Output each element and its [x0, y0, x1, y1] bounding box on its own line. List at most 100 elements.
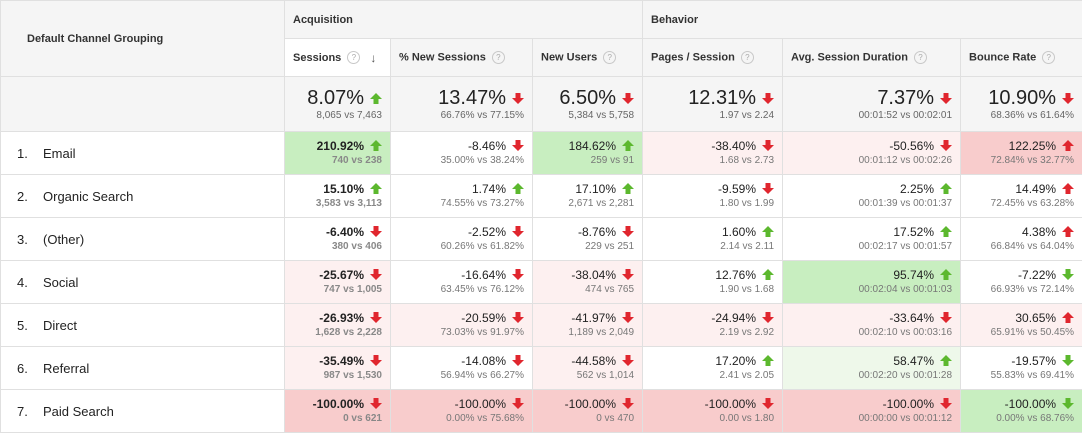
down-arrow-icon — [512, 140, 524, 155]
change-value: -20.59% — [461, 311, 506, 325]
channel-name[interactable]: Email — [43, 146, 76, 161]
total-comparison: 66.76% vs 77.15% — [391, 110, 524, 121]
change-value: -100.00% — [313, 397, 364, 411]
change-value: -16.64% — [461, 268, 506, 282]
total-change-value: 12.31% — [688, 87, 756, 109]
change-value: -7.22% — [1018, 268, 1056, 282]
up-arrow-icon — [512, 183, 524, 198]
channel-name[interactable]: Social — [43, 275, 78, 290]
column-header-new-users[interactable]: New Users? — [533, 39, 643, 77]
down-arrow-icon — [512, 87, 524, 109]
up-arrow-icon — [370, 140, 382, 155]
dimension-header[interactable]: Default Channel Grouping — [1, 1, 285, 77]
table-row: 7.Paid Search-100.00%0 vs 621-100.00%0.0… — [1, 390, 1082, 433]
column-header-label: % New Sessions — [399, 51, 486, 63]
channel-name[interactable]: Referral — [43, 361, 89, 376]
comparison-values: 00:02:17 vs 00:01:57 — [783, 241, 952, 253]
total-comparison: 00:01:52 vs 00:02:01 — [783, 110, 952, 121]
channel-cell[interactable]: 6.Referral — [1, 347, 285, 390]
comparison-values: 2.41 vs 2.05 — [643, 370, 774, 382]
column-header-new-sessions[interactable]: % New Sessions? — [391, 39, 533, 77]
row-index: 3. — [17, 232, 43, 247]
down-arrow-icon — [370, 398, 382, 413]
change-value: -2.52% — [468, 225, 506, 239]
comparison-values: 2,671 vs 2,281 — [533, 198, 634, 210]
channel-name[interactable]: Direct — [43, 318, 77, 333]
down-arrow-icon — [762, 87, 774, 109]
change-value: 210.92% — [317, 139, 364, 153]
channel-cell[interactable]: 3.(Other) — [1, 218, 285, 261]
up-arrow-icon — [940, 226, 952, 241]
row-index: 1. — [17, 146, 43, 161]
change-value: 14.49% — [1015, 182, 1056, 196]
up-arrow-icon — [622, 140, 634, 155]
change-value: -100.00% — [1005, 397, 1056, 411]
metric-cell: -35.49%987 vs 1,530 — [285, 347, 391, 390]
channel-name[interactable]: Paid Search — [43, 404, 114, 419]
change-value: -19.57% — [1011, 354, 1056, 368]
channel-cell[interactable]: 1.Email — [1, 132, 285, 175]
down-arrow-icon — [940, 87, 952, 109]
change-value: 12.76% — [715, 268, 756, 282]
help-icon[interactable]: ? — [914, 51, 927, 64]
column-header-pages-session[interactable]: Pages / Session? — [643, 39, 783, 77]
down-arrow-icon — [370, 269, 382, 284]
down-arrow-icon — [512, 226, 524, 241]
table-row: 6.Referral-35.49%987 vs 1,530-14.08%56.9… — [1, 347, 1082, 390]
change-value: -100.00% — [883, 397, 934, 411]
channel-cell[interactable]: 5.Direct — [1, 304, 285, 347]
help-icon[interactable]: ? — [492, 51, 505, 64]
acquisition-group-header: Acquisition — [285, 1, 643, 39]
channel-name[interactable]: (Other) — [43, 232, 84, 247]
comparison-values: 0.00% vs 68.76% — [961, 413, 1074, 425]
metric-cell: -9.59%1.80 vs 1.99 — [643, 175, 783, 218]
table-row: 4.Social-25.67%747 vs 1,005-16.64%63.45%… — [1, 261, 1082, 304]
down-arrow-icon — [622, 355, 634, 370]
change-value: 58.47% — [893, 354, 934, 368]
metric-cell: -19.57%55.83% vs 69.41% — [961, 347, 1082, 390]
column-header-bounce-rate[interactable]: Bounce Rate? — [961, 39, 1082, 77]
channel-cell[interactable]: 2.Organic Search — [1, 175, 285, 218]
channel-name[interactable]: Organic Search — [43, 189, 133, 204]
totals-cell: 13.47%66.76% vs 77.15% — [391, 77, 533, 132]
change-value: 95.74% — [893, 268, 934, 282]
metric-cell: 30.65%65.91% vs 50.45% — [961, 304, 1082, 347]
comparison-values: 1,628 vs 2,228 — [285, 327, 382, 339]
up-arrow-icon — [762, 269, 774, 284]
totals-label-cell — [1, 77, 285, 132]
metric-cell: 2.25%00:01:39 vs 00:01:37 — [783, 175, 961, 218]
change-value: -44.58% — [571, 354, 616, 368]
change-value: 1.74% — [472, 182, 506, 196]
comparison-values: 00:01:39 vs 00:01:37 — [783, 198, 952, 210]
channel-cell[interactable]: 4.Social — [1, 261, 285, 304]
comparison-values: 60.26% vs 61.82% — [391, 241, 524, 253]
metric-cell: -8.76%229 vs 251 — [533, 218, 643, 261]
total-comparison: 1.97 vs 2.24 — [643, 110, 774, 121]
metric-cell: 4.38%66.84% vs 64.04% — [961, 218, 1082, 261]
column-header-avg-session-duration[interactable]: Avg. Session Duration? — [783, 39, 961, 77]
metric-cell: -7.22%66.93% vs 72.14% — [961, 261, 1082, 304]
metric-cell: 14.49%72.45% vs 63.28% — [961, 175, 1082, 218]
metric-cell: 58.47% 00:02:20 vs 00:01:28 — [783, 347, 961, 390]
comparison-values: 229 vs 251 — [533, 241, 634, 253]
comparison-values: 0 vs 470 — [533, 413, 634, 425]
help-icon[interactable]: ? — [347, 51, 360, 64]
comparison-values: 00:02:20 vs 00:01:28 — [783, 370, 952, 382]
change-value: 17.10% — [575, 182, 616, 196]
comparison-values: 1,189 vs 2,049 — [533, 327, 634, 339]
metric-cell: 15.10%3,583 vs 3,113 — [285, 175, 391, 218]
metric-cell: -14.08%56.94% vs 66.27% — [391, 347, 533, 390]
column-header-sessions[interactable]: Sessions?↓ — [285, 39, 391, 77]
help-icon[interactable]: ? — [741, 51, 754, 64]
totals-cell: 8.07%8,065 vs 7,463 — [285, 77, 391, 132]
channel-cell[interactable]: 7.Paid Search — [1, 390, 285, 433]
down-arrow-icon — [370, 355, 382, 370]
help-icon[interactable]: ? — [1042, 51, 1055, 64]
help-icon[interactable]: ? — [603, 51, 616, 64]
change-value: -50.56% — [889, 139, 934, 153]
down-arrow-icon — [762, 183, 774, 198]
change-value: -25.67% — [319, 268, 364, 282]
sort-descending-icon[interactable]: ↓ — [370, 51, 376, 65]
total-comparison: 8,065 vs 7,463 — [285, 110, 382, 121]
change-value: -24.94% — [711, 311, 756, 325]
